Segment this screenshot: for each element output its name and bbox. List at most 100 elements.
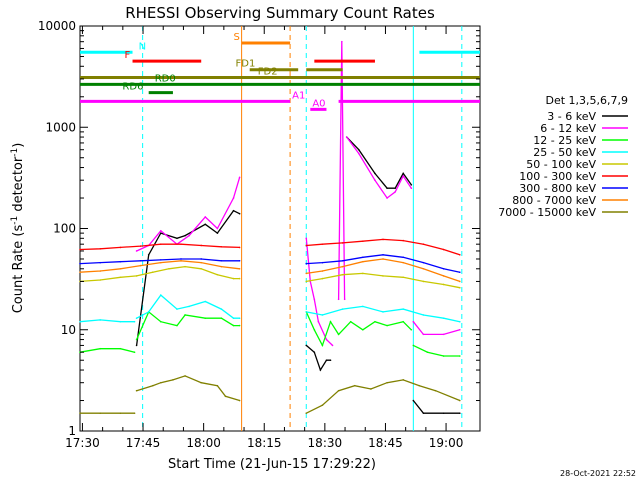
data-point xyxy=(402,172,405,175)
data-point xyxy=(382,238,384,241)
x-tick-label: 18:30 xyxy=(308,436,343,450)
data-point xyxy=(238,324,241,327)
data-point xyxy=(79,248,81,251)
data-point xyxy=(357,148,360,151)
data-point xyxy=(232,317,235,320)
data-point xyxy=(321,261,324,264)
series-line xyxy=(412,400,460,414)
event-markers xyxy=(142,26,463,431)
data-point xyxy=(402,320,405,323)
data-point xyxy=(321,270,324,272)
data-point xyxy=(133,320,136,323)
data-point xyxy=(386,324,388,327)
series-25-50-keV xyxy=(79,294,461,323)
data-point xyxy=(402,276,405,279)
y-tick-label: 10000 xyxy=(38,19,76,33)
series-line xyxy=(413,344,460,357)
data-point xyxy=(238,277,241,280)
data-point xyxy=(319,369,322,371)
data-point xyxy=(341,40,343,43)
legend-entry-label: 800 - 7000 keV xyxy=(512,194,596,207)
data-point xyxy=(412,320,415,323)
data-point xyxy=(321,314,324,316)
series-3-6-keV xyxy=(135,136,461,414)
data-point xyxy=(458,328,461,331)
data-point xyxy=(200,258,203,260)
data-point xyxy=(442,333,445,336)
legend-entry-label: 7000 - 15000 keV xyxy=(498,206,596,219)
data-point xyxy=(200,267,203,270)
data-point xyxy=(176,308,178,310)
data-point xyxy=(119,260,122,263)
data-point xyxy=(305,262,308,265)
x-tick-label: 18:00 xyxy=(186,436,221,450)
data-point xyxy=(188,234,190,237)
data-point xyxy=(184,234,186,237)
data-point xyxy=(402,308,405,310)
data-point xyxy=(180,259,182,262)
flag-label: N xyxy=(139,41,146,52)
data-point xyxy=(422,267,425,270)
axis-ticks: 17:30 17:45 18:00 18:15 18:30 18:45 19:00 1 10 10… xyxy=(38,19,480,450)
data-point xyxy=(99,261,102,264)
data-point xyxy=(232,324,235,327)
legend-entry-label: 300 - 800 keV xyxy=(519,182,596,195)
data-point xyxy=(305,272,308,275)
data-point xyxy=(216,232,219,234)
data-point xyxy=(458,271,461,274)
data-point xyxy=(216,227,219,230)
data-point xyxy=(204,216,207,218)
data-point xyxy=(79,412,81,414)
data-point xyxy=(176,324,178,327)
data-point xyxy=(329,320,332,323)
series-6-12-keV xyxy=(135,40,461,347)
y-axis-label-sup: -1 xyxy=(10,216,20,225)
data-point xyxy=(418,384,421,387)
data-point xyxy=(458,286,461,289)
series-line xyxy=(79,348,135,353)
data-point xyxy=(321,344,324,347)
data-point xyxy=(313,351,316,354)
data-point xyxy=(160,381,162,384)
data-point xyxy=(151,271,154,274)
data-point xyxy=(238,246,241,249)
y-axis-label-part: ) xyxy=(11,143,26,148)
legend-entry-label: 12 - 25 keV xyxy=(533,134,596,147)
data-point xyxy=(99,412,102,414)
data-point xyxy=(305,280,308,283)
data-point xyxy=(337,298,340,301)
timestamp: 28-Oct-2021 22:52 xyxy=(560,469,636,478)
data-point xyxy=(458,355,461,357)
data-point xyxy=(374,320,376,323)
data-point xyxy=(422,314,425,316)
y-axis-label: Count Rate (s-1 detector-1) xyxy=(10,143,26,314)
data-point xyxy=(362,260,364,263)
data-point xyxy=(382,275,384,277)
data-point xyxy=(442,267,445,270)
data-point xyxy=(374,172,376,175)
data-point xyxy=(79,320,81,323)
data-point xyxy=(357,152,360,155)
x-tick-label: 19:00 xyxy=(429,436,464,450)
data-point xyxy=(119,320,122,323)
series-100-300-keV xyxy=(79,238,461,256)
x-tick-label: 18:45 xyxy=(368,436,403,450)
data-point xyxy=(394,191,396,193)
data-point xyxy=(238,267,241,270)
data-point xyxy=(321,243,324,245)
data-point xyxy=(458,253,461,256)
data-point xyxy=(204,223,207,226)
legend-entry-label: 6 - 12 keV xyxy=(540,122,596,135)
data-point xyxy=(147,253,150,256)
data-point xyxy=(184,375,186,377)
data-point xyxy=(99,279,102,281)
data-point xyxy=(386,381,388,384)
data-point xyxy=(160,320,162,323)
data-point xyxy=(133,351,136,354)
data-point xyxy=(386,197,388,199)
data-point xyxy=(362,305,364,308)
data-point xyxy=(220,265,223,268)
y-tick-label: 1 xyxy=(68,424,76,438)
chart-title: RHESSI Observing Summary Count Rates xyxy=(125,4,435,22)
